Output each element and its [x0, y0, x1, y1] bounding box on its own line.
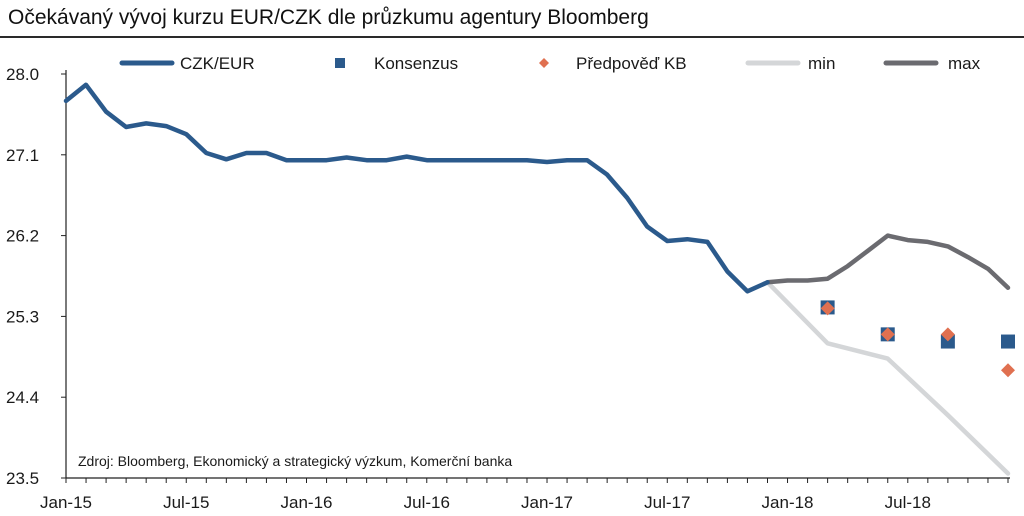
series-line-max [765, 233, 1011, 290]
y-tick-label: 28.0 [6, 65, 39, 84]
y-tick-label: 25.3 [6, 307, 39, 326]
y-tick-label: 27.1 [6, 146, 39, 165]
y-tick-label: 24.4 [6, 388, 39, 407]
y-tick-label: 26.2 [6, 227, 39, 246]
konsenzus-point [1001, 334, 1015, 349]
series-line-czk-eur [63, 82, 770, 294]
legend-label-p-edpov-kb: Předpověď KB [576, 54, 687, 73]
title-rule [0, 36, 1024, 38]
x-tick-label: Jan-15 [40, 493, 92, 512]
x-tick-label: Jan-17 [521, 493, 573, 512]
legend-label-czk-eur: CZK/EUR [180, 54, 255, 73]
predpoved-kb-point [940, 327, 955, 342]
legend-label-konsenzus: Konsenzus [374, 54, 458, 73]
chart-title: Očekávaný vývoj kurzu EUR/CZK dle průzku… [8, 6, 649, 29]
x-tick-label: Jul-17 [644, 493, 690, 512]
source-note: Zdroj: Bloomberg, Ekonomický a strategic… [78, 453, 512, 469]
predpoved-kb-point [880, 327, 895, 342]
y-tick-label: 23.5 [6, 469, 39, 488]
predpoved-kb-point [1001, 363, 1015, 378]
legend-label-min: min [808, 54, 835, 73]
x-tick-label: Jan-18 [762, 493, 814, 512]
series-line-min [765, 280, 1011, 476]
x-tick-label: Jul-18 [885, 493, 931, 512]
x-tick-label: Jul-16 [404, 493, 450, 512]
predpoved-kb-point [820, 301, 835, 316]
legend-swatch-p-edpov-kb [539, 58, 549, 68]
konsenzus-point [940, 334, 955, 349]
x-tick-label: Jan-16 [281, 493, 333, 512]
legend-swatch-konsenzus [335, 58, 345, 68]
legend-label-max: max [948, 54, 981, 73]
x-tick-label: Jul-15 [163, 493, 209, 512]
